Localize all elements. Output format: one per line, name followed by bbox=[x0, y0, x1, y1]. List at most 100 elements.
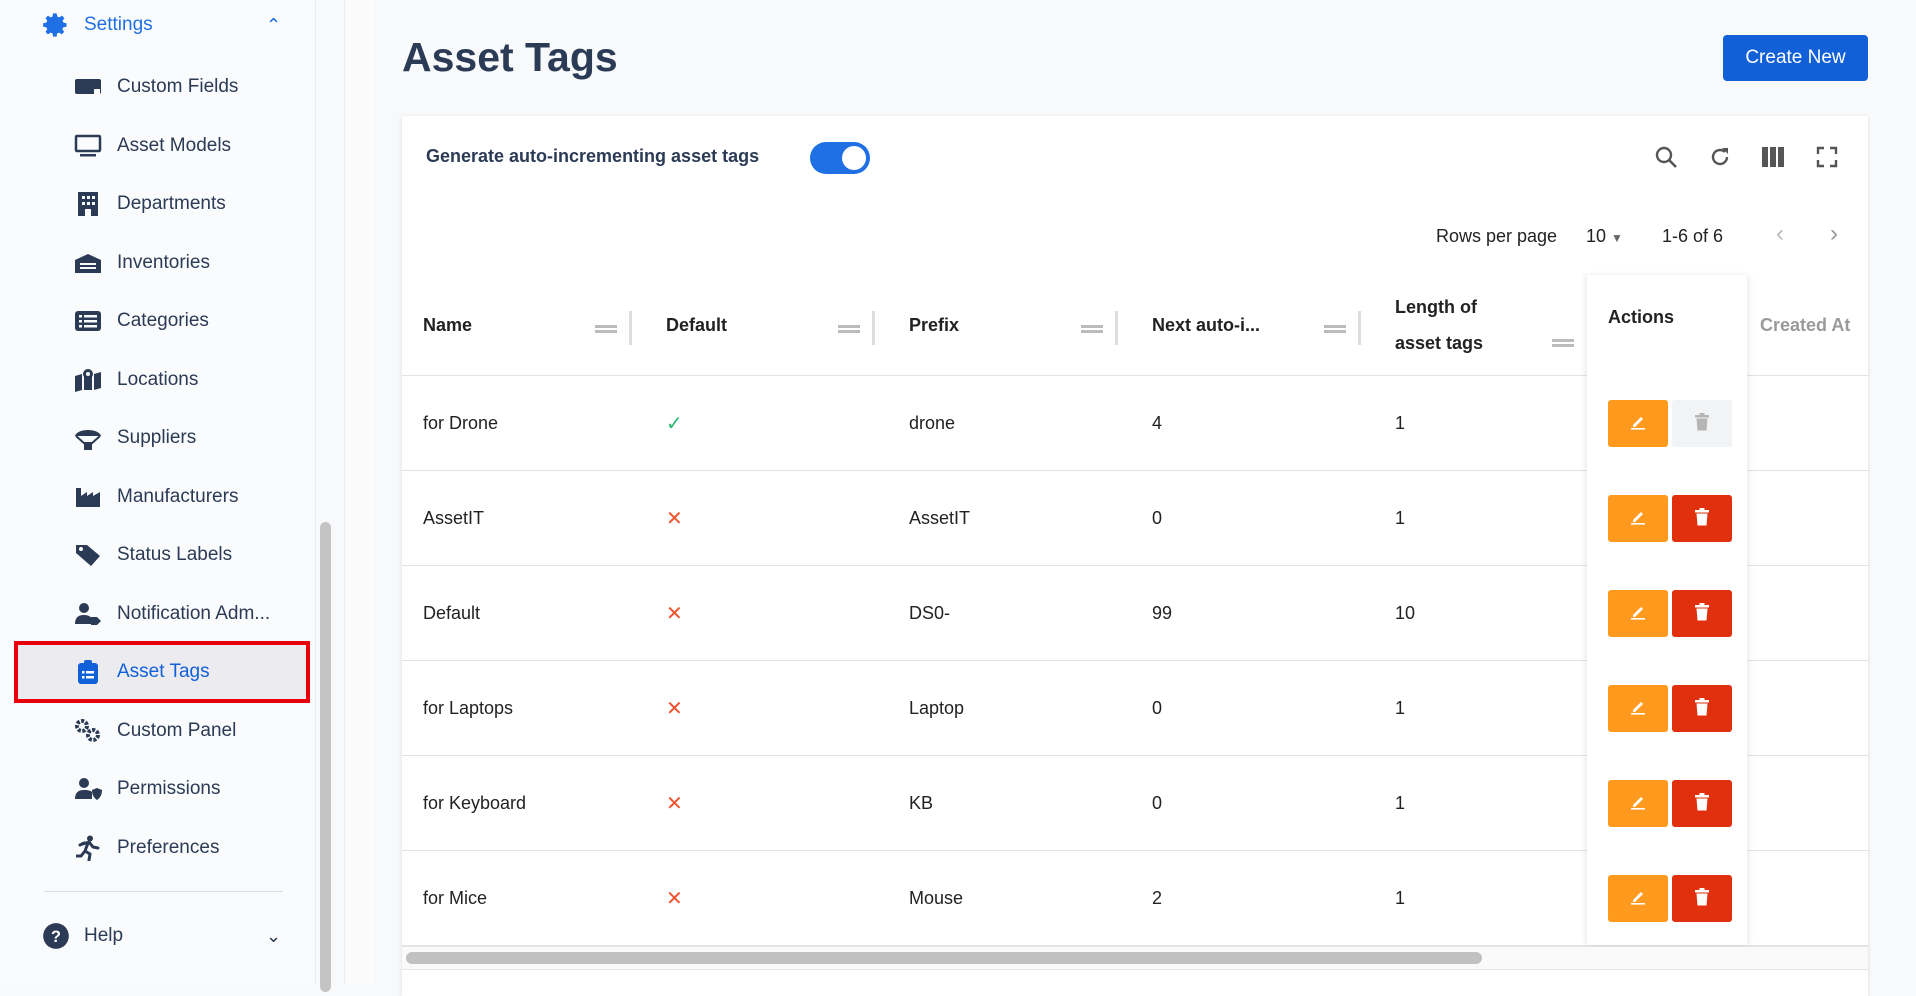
actions-column: Actions bbox=[1587, 275, 1747, 945]
drag-handle-icon[interactable] bbox=[1552, 339, 1574, 347]
user-tag-icon bbox=[74, 601, 102, 627]
sidebar-group-help[interactable]: ? Help ⌄ bbox=[0, 911, 316, 961]
cell-prefix: Mouse bbox=[909, 887, 964, 908]
search-icon[interactable] bbox=[1651, 142, 1681, 172]
sidebar-item-label: Status Labels bbox=[117, 544, 233, 565]
parachute-icon bbox=[74, 425, 102, 451]
sidebar-item-manufacturers[interactable]: Manufacturers bbox=[16, 468, 308, 526]
sidebar-item-label: Custom Panel bbox=[117, 719, 237, 741]
page-title: Asset Tags bbox=[402, 34, 618, 80]
refresh-icon[interactable] bbox=[1705, 142, 1735, 172]
pencil-icon bbox=[1629, 793, 1647, 814]
chevron-right-icon[interactable]: › bbox=[1830, 220, 1838, 247]
cross-icon: ✕ bbox=[666, 602, 683, 625]
column-resizer[interactable] bbox=[872, 311, 875, 345]
sidebar-item-label: Suppliers bbox=[117, 427, 197, 448]
sidebar-item-label: Preferences bbox=[117, 836, 220, 858]
table-row[interactable]: for Laptops ✕ Laptop 0 1 bbox=[402, 661, 1868, 756]
sidebar-item-status-labels[interactable]: Status Labels bbox=[16, 526, 308, 584]
sidebar-item-custom-panel[interactable]: Custom Panel bbox=[16, 702, 308, 760]
table-row[interactable]: for Mice ✕ Mouse 2 1 bbox=[402, 851, 1868, 946]
custom-fields-icon bbox=[74, 74, 102, 100]
pagination-range: 1-6 of 6 bbox=[1662, 226, 1724, 246]
sidebar-group-label: Help bbox=[84, 925, 124, 946]
sidebar-item-departments[interactable]: Departments bbox=[16, 175, 308, 233]
delete-button[interactable] bbox=[1672, 495, 1732, 542]
delete-button[interactable] bbox=[1672, 685, 1732, 732]
chevron-left-icon[interactable]: ‹ bbox=[1776, 220, 1784, 247]
sidebar-item-asset-tags[interactable]: Asset Tags bbox=[14, 641, 310, 703]
sidebar-item-label: Locations bbox=[117, 368, 199, 390]
drag-handle-icon[interactable] bbox=[838, 325, 860, 333]
sidebar-item-preferences[interactable]: Preferences bbox=[16, 819, 308, 877]
header-created-at[interactable]: Created At bbox=[1760, 314, 1851, 335]
edit-button[interactable] bbox=[1608, 875, 1668, 922]
sidebar-item-custom-fields[interactable]: Custom Fields bbox=[16, 58, 308, 116]
column-resizer[interactable] bbox=[1115, 311, 1118, 345]
cross-icon: ✕ bbox=[666, 887, 683, 910]
asset-tags-card: Generate auto-incrementing asset tags Ro… bbox=[402, 116, 1868, 996]
sidebar-item-label: Manufacturers bbox=[117, 485, 239, 507]
sidebar-group-settings[interactable]: Settings ⌃ bbox=[0, 0, 316, 50]
columns-icon[interactable] bbox=[1758, 142, 1788, 172]
sidebar-item-notification-adm[interactable]: Notification Adm... bbox=[16, 585, 308, 643]
drag-handle-icon[interactable] bbox=[1324, 325, 1346, 333]
edit-button[interactable] bbox=[1608, 590, 1668, 637]
auto-increment-toggle[interactable] bbox=[810, 142, 870, 174]
edit-button[interactable] bbox=[1608, 780, 1668, 827]
sidebar: Settings ⌃ Custom Fields Asset Models Depa… bbox=[0, 0, 331, 992]
sidebar-item-label: Notification Adm... bbox=[117, 602, 271, 624]
table-row[interactable]: for Drone ✓ drone 4 1 bbox=[402, 376, 1868, 471]
header-default[interactable]: Default bbox=[666, 314, 728, 335]
column-resizer[interactable] bbox=[1358, 311, 1361, 345]
trash-icon bbox=[1694, 888, 1710, 909]
trash-icon bbox=[1694, 793, 1710, 814]
table-row[interactable]: Default ✕ DS0- 99 10 bbox=[402, 566, 1868, 661]
cell-name: for Mice bbox=[423, 887, 488, 908]
header-name[interactable]: Name bbox=[423, 314, 473, 335]
svg-text:?: ? bbox=[51, 928, 61, 946]
edit-button[interactable] bbox=[1608, 685, 1668, 732]
sidebar-item-categories[interactable]: Categories bbox=[16, 292, 308, 350]
clipboard-list-icon bbox=[74, 659, 102, 685]
rows-per-page-select[interactable]: 10 ▼ bbox=[1586, 226, 1623, 247]
pencil-icon bbox=[1629, 603, 1647, 624]
cell-length: 1 bbox=[1395, 697, 1406, 718]
tag-icon bbox=[74, 542, 102, 568]
horizontal-scrollbar[interactable] bbox=[406, 952, 1482, 964]
sidebar-item-label: Asset Models bbox=[117, 134, 232, 156]
cell-length: 10 bbox=[1395, 602, 1416, 623]
sidebar-item-inventories[interactable]: Inventories bbox=[16, 234, 308, 292]
delete-button[interactable] bbox=[1672, 780, 1732, 827]
drag-handle-icon[interactable] bbox=[595, 325, 617, 333]
caret-down-icon: ▼ bbox=[1611, 231, 1623, 245]
fullscreen-icon[interactable] bbox=[1812, 142, 1842, 172]
create-new-button[interactable]: Create New bbox=[1723, 35, 1868, 81]
header-length[interactable]: Length of asset tags bbox=[1395, 297, 1484, 353]
sidebar-item-locations[interactable]: Locations bbox=[16, 351, 308, 409]
table-header: Name Default Prefix Next auto-i... Lengt… bbox=[402, 275, 1868, 376]
auto-increment-label: Generate auto-incrementing asset tags bbox=[426, 146, 760, 166]
header-prefix[interactable]: Prefix bbox=[909, 314, 960, 335]
trash-icon bbox=[1694, 508, 1710, 529]
delete-button[interactable] bbox=[1672, 875, 1732, 922]
monitor-icon bbox=[74, 133, 102, 159]
table-row[interactable]: for Keyboard ✕ KB 0 1 bbox=[402, 756, 1868, 851]
sidebar-item-permissions[interactable]: Permissions bbox=[16, 760, 308, 818]
chevron-down-icon: ⌄ bbox=[266, 925, 282, 946]
delete-button[interactable] bbox=[1672, 590, 1732, 637]
sidebar-item-label: Departments bbox=[117, 193, 226, 214]
header-next-auto-increment[interactable]: Next auto-i... bbox=[1152, 314, 1261, 335]
sidebar-item-suppliers[interactable]: Suppliers bbox=[16, 409, 308, 467]
delete-button bbox=[1672, 400, 1732, 447]
drag-handle-icon[interactable] bbox=[1081, 325, 1103, 333]
sidebar-scrollbar[interactable] bbox=[320, 522, 331, 992]
column-resizer[interactable] bbox=[629, 311, 632, 345]
table-row[interactable]: AssetIT ✕ AssetIT 0 1 bbox=[402, 471, 1868, 566]
edit-button[interactable] bbox=[1608, 495, 1668, 542]
cell-length: 1 bbox=[1395, 792, 1406, 813]
cell-name: AssetIT bbox=[423, 507, 485, 528]
edit-button[interactable] bbox=[1608, 400, 1668, 447]
sidebar-item-label: Categories bbox=[117, 310, 209, 331]
sidebar-item-asset-models[interactable]: Asset Models bbox=[16, 117, 308, 175]
